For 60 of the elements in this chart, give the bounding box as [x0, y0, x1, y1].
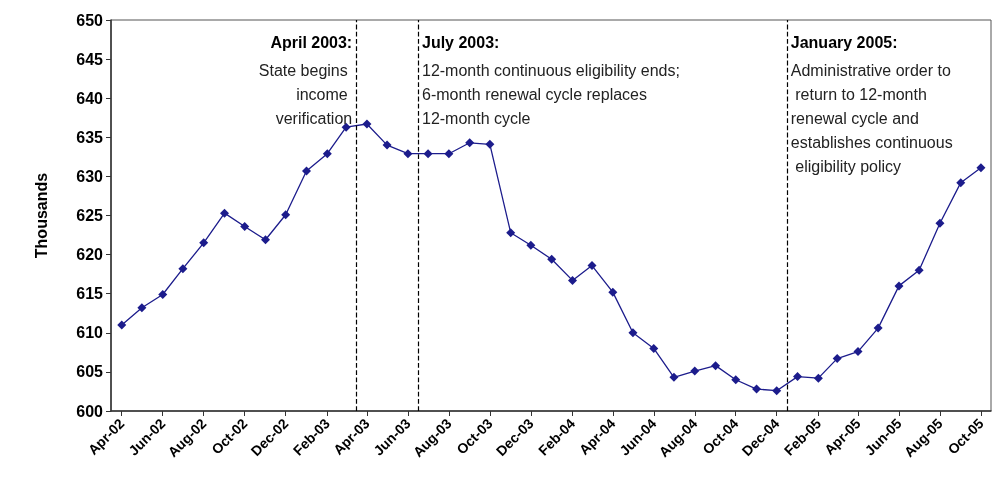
point	[547, 254, 557, 264]
point	[301, 166, 311, 176]
y-tick-label: 600	[76, 402, 104, 420]
y-tick-label: 650	[76, 11, 104, 29]
y-axis-title: Thousands	[32, 172, 50, 259]
point	[506, 228, 516, 238]
y-tick-label: 610	[76, 324, 104, 342]
point	[362, 119, 372, 129]
point	[587, 261, 597, 271]
y-tick-label: 640	[76, 89, 104, 107]
annotation: 12-month continuous eligibility ends; 6-month renewal cycle replaces 12-month cycle	[421, 61, 685, 127]
point	[261, 235, 270, 245]
point	[220, 208, 230, 218]
point	[240, 221, 250, 231]
point	[568, 275, 577, 285]
point	[711, 361, 721, 371]
point	[793, 372, 803, 382]
point	[608, 287, 618, 297]
point	[752, 384, 762, 394]
point	[628, 328, 638, 338]
point	[649, 343, 659, 353]
point	[322, 149, 332, 159]
y-tick-label: 605	[76, 363, 104, 381]
point	[526, 240, 536, 250]
annotation: Administrative order to return to 12-month renewal cycle and establishes continuous eligibility policy	[790, 61, 953, 175]
point	[669, 372, 679, 382]
point	[465, 138, 475, 148]
y-tick-label: 615	[76, 285, 104, 303]
point	[117, 320, 127, 330]
point	[382, 140, 392, 150]
point	[423, 149, 433, 159]
point	[894, 281, 904, 291]
point	[956, 178, 966, 188]
point	[772, 386, 782, 396]
point	[281, 210, 291, 220]
ref-line-label: July 2003:	[421, 33, 500, 51]
point	[731, 375, 741, 385]
point	[832, 354, 842, 364]
point	[199, 238, 209, 248]
y-tick-label: 630	[76, 167, 104, 185]
point	[444, 149, 454, 159]
annotation: State begins income verification	[258, 61, 353, 127]
y-tick-label: 625	[76, 207, 104, 224]
point	[914, 265, 924, 275]
point	[485, 139, 495, 149]
point	[178, 264, 188, 274]
point	[935, 218, 945, 228]
y-tick-label: 635	[76, 128, 104, 146]
point	[403, 149, 413, 159]
y-tick-label: 620	[76, 246, 104, 264]
ref-line-label: January 2005:	[790, 33, 898, 51]
ref-line-label: April 2003:	[270, 33, 353, 51]
y-tick-label: 645	[76, 50, 104, 68]
point	[813, 373, 823, 383]
point	[137, 303, 147, 313]
point	[853, 347, 863, 357]
point	[976, 163, 986, 173]
point	[158, 289, 168, 299]
point	[690, 366, 700, 376]
point	[873, 323, 883, 333]
